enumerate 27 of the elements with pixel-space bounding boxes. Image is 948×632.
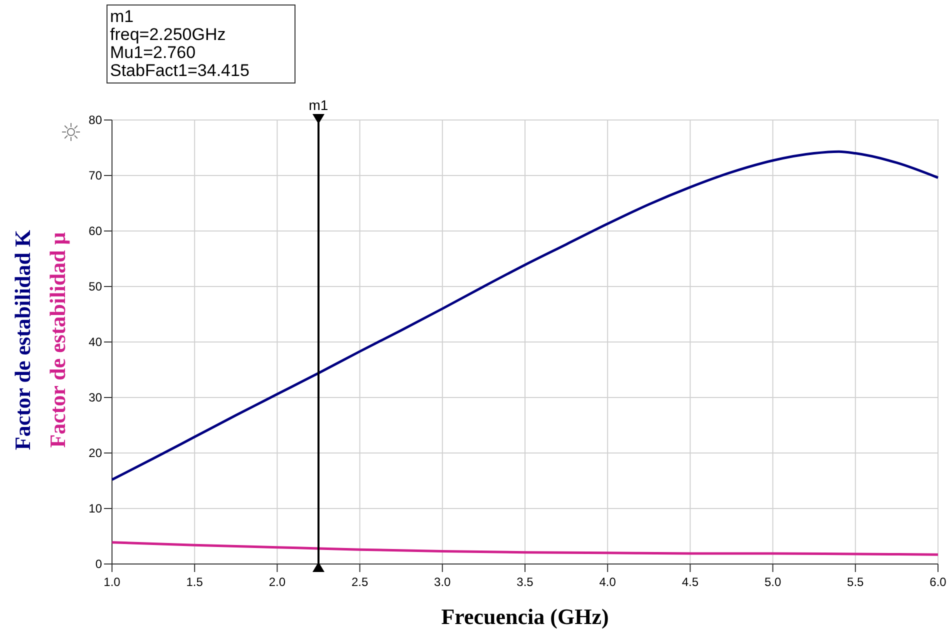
x-tick-label: 2.5 [351,575,368,589]
x-tick-label: 6.0 [930,575,947,589]
x-tick-label: 5.5 [847,575,864,589]
x-tick-label: 2.0 [268,575,286,589]
line-series [110,541,940,556]
line-series [110,150,940,481]
y-tick-label: 60 [88,224,102,238]
y-tick-label: 50 [88,280,102,294]
x-tick-label: 1.0 [104,575,121,589]
x-tick-label: 4.0 [599,575,616,589]
y-tick-label: 10 [88,502,102,516]
ref-line-label: m1 [308,97,328,113]
y-tick-label: 70 [88,168,102,182]
text: Factor de estabilidad K [10,230,35,450]
y-tick-label: 80 [88,113,102,127]
y-tick-label: 0 [95,557,102,571]
y-tick-label: 30 [88,390,102,404]
x-tick-label: 1.5 [186,575,204,589]
x-axis-title: Frecuencia (GHz) [441,604,609,629]
x-tick-label: 4.5 [682,575,699,589]
y-tick-label: 40 [88,335,102,349]
text: m1 freq=2.250GHz Mu1=2.760 StabFact1=34.415 [110,7,250,80]
y-tick-label: 20 [88,446,102,460]
x-tick-label: 5.0 [764,575,782,589]
x-tick-label: 3.0 [434,575,452,589]
x-tick-label: 3.5 [516,575,534,589]
text: Factor de estabilidad μ [45,232,70,448]
